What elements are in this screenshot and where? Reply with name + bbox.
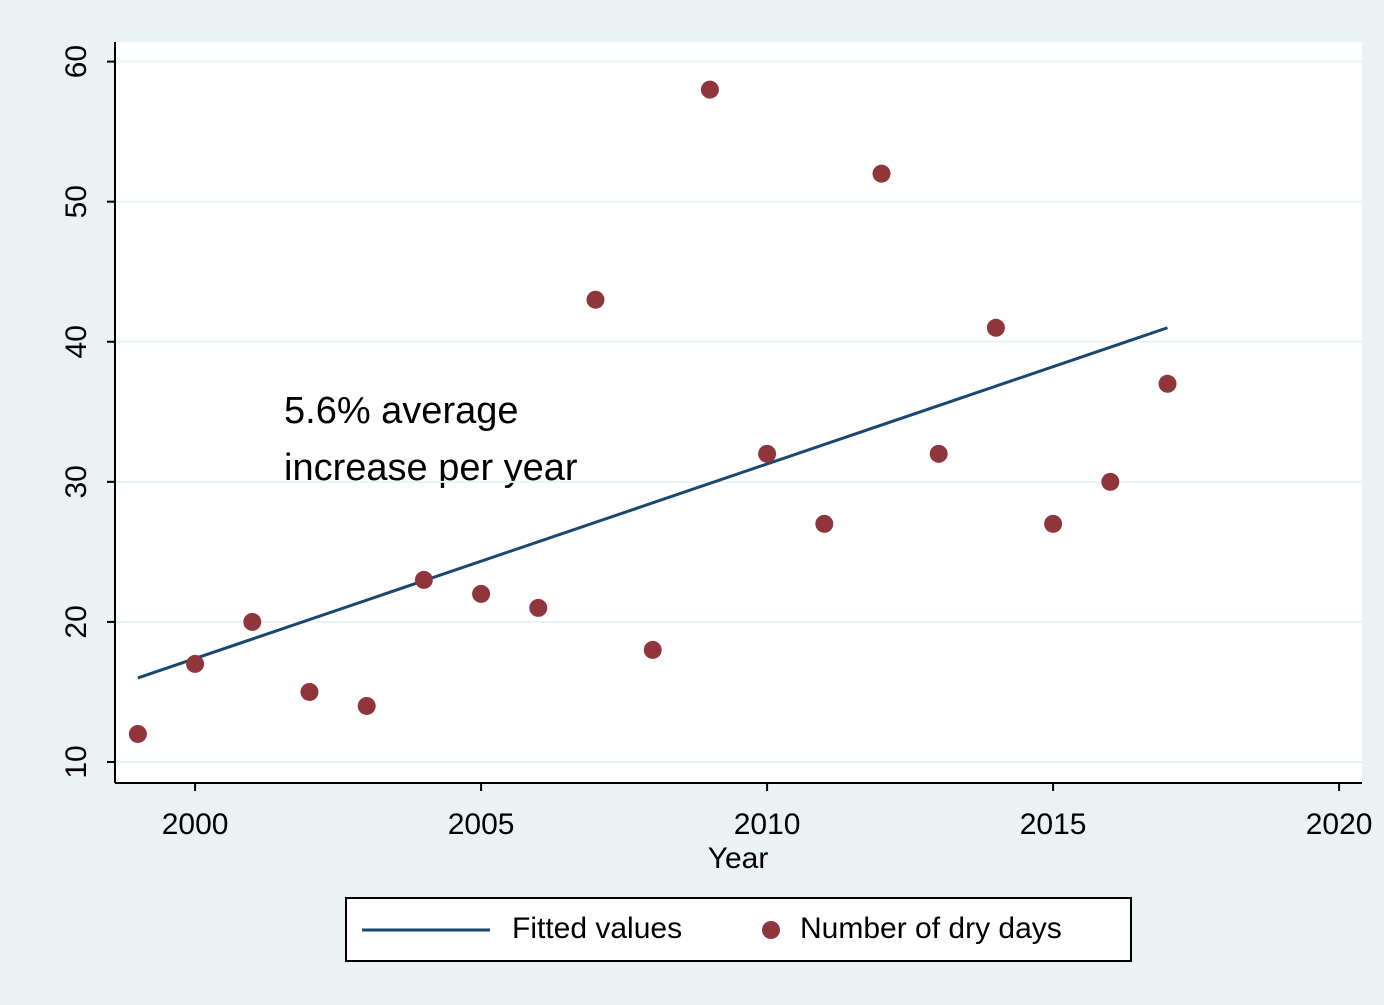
y-tick-label: 10	[60, 745, 93, 778]
point	[472, 584, 491, 603]
y-tick-label: 40	[60, 325, 93, 358]
y-tick-label: 50	[60, 185, 93, 218]
point	[1101, 472, 1120, 491]
x-tick-label: 2010	[734, 808, 801, 841]
legend-label: Fitted values	[512, 912, 682, 945]
x-tick-label: 2015	[1020, 808, 1087, 841]
x-tick-label: 2005	[448, 808, 515, 841]
point	[186, 654, 205, 673]
point	[1158, 374, 1177, 393]
x-axis-title: Year	[708, 842, 769, 875]
plot-area	[115, 42, 1362, 783]
point	[986, 318, 1005, 337]
y-tick-label: 60	[60, 45, 93, 78]
point	[1044, 514, 1063, 533]
legend-label: Number of dry days	[800, 912, 1062, 945]
point	[872, 164, 891, 183]
point	[357, 696, 376, 715]
fitted-line	[137, 326, 1168, 680]
point	[300, 682, 319, 701]
point	[929, 444, 948, 463]
point	[643, 640, 662, 659]
y-tick-label: 20	[60, 605, 93, 638]
point	[700, 80, 719, 99]
annotation: 5.6% average	[284, 390, 519, 432]
point	[243, 612, 262, 631]
point	[586, 290, 605, 309]
x-tick-label: 2020	[1306, 808, 1373, 841]
point	[128, 724, 147, 743]
point	[414, 570, 433, 589]
point	[815, 514, 834, 533]
y-tick-label: 30	[60, 465, 93, 498]
x-tick-label: 2000	[162, 808, 229, 841]
point	[758, 444, 777, 463]
legend-marker	[762, 921, 780, 939]
point	[529, 598, 548, 617]
